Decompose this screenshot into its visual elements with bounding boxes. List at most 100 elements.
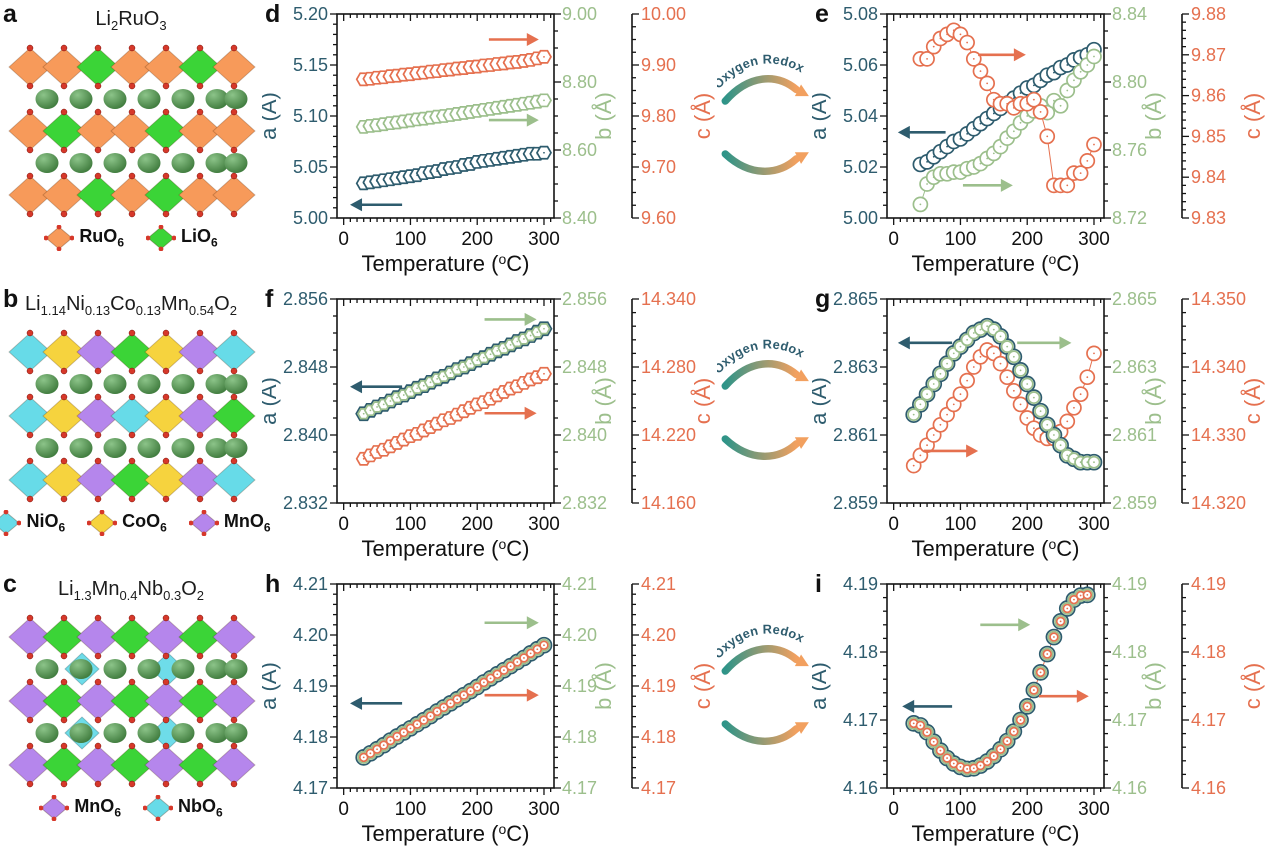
CoO6-swatch-icon bbox=[87, 510, 118, 536]
legend-label: NiO6 bbox=[26, 511, 66, 535]
svg-text:8.84: 8.84 bbox=[1112, 4, 1147, 24]
oxygen-redox-arrows-icon: Oxygen Redox bbox=[717, 336, 809, 460]
svg-text:4.16: 4.16 bbox=[1112, 778, 1147, 798]
legend-li2ruo3: RuO6 LiO6 bbox=[44, 225, 218, 251]
svg-text:14.320: 14.320 bbox=[1191, 493, 1246, 513]
svg-text:c (Å): c (Å) bbox=[1240, 663, 1265, 709]
svg-text:200: 200 bbox=[1011, 799, 1043, 820]
series-c bbox=[905, 342, 1102, 474]
svg-text:4.21: 4.21 bbox=[562, 574, 597, 594]
panel-a-structure: a Li2RuO3 RuO6 LiO6 bbox=[0, 0, 262, 285]
svg-text:14.220: 14.220 bbox=[641, 425, 696, 445]
svg-text:10.00: 10.00 bbox=[641, 4, 686, 24]
svg-text:4.16: 4.16 bbox=[843, 778, 878, 798]
svg-text:4.19: 4.19 bbox=[562, 676, 597, 696]
svg-text:4.19: 4.19 bbox=[1112, 574, 1147, 594]
svg-text:100: 100 bbox=[395, 514, 427, 535]
svg-text:14.280: 14.280 bbox=[641, 357, 696, 377]
legend-item-MnO6: MnO6 bbox=[39, 795, 121, 821]
c-axis-arrow-icon bbox=[484, 406, 537, 420]
series-c bbox=[912, 22, 1102, 194]
svg-text:0: 0 bbox=[338, 514, 349, 535]
panel-c-structure: c Li1.3Mn0.4Nb0.3O2 MnO6 NbO6 bbox=[0, 570, 262, 857]
svg-text:c (Å): c (Å) bbox=[1240, 93, 1265, 139]
panel-letter-d: d bbox=[265, 0, 281, 28]
svg-text:8.40: 8.40 bbox=[562, 208, 597, 228]
svg-text:9.80: 9.80 bbox=[641, 106, 676, 126]
panel-e: e 0 100 200 300 Temperature (oC) 5.00 5.02 5.04… bbox=[812, 0, 1267, 285]
panel-letter-f: f bbox=[265, 285, 274, 313]
svg-text:4.19: 4.19 bbox=[641, 676, 676, 696]
svg-text:4.17: 4.17 bbox=[843, 710, 878, 730]
b-axis-arrow-icon bbox=[484, 616, 539, 630]
svg-text:100: 100 bbox=[395, 799, 427, 820]
oxygen-redox-connector-1: Oxygen Redox bbox=[717, 0, 812, 285]
panel-f: f 0 100 200 300 Temperature (oC) 2.832 2.840 2.… bbox=[262, 285, 717, 570]
a-axis: 4.16 4.17 4.18 4.19 a (Å) bbox=[812, 574, 887, 798]
svg-text:b (Å): b (Å) bbox=[1141, 662, 1166, 710]
svg-text:4.17: 4.17 bbox=[1112, 710, 1147, 730]
svg-text:14.350: 14.350 bbox=[1191, 289, 1246, 309]
c-axis-arrow-icon bbox=[484, 688, 539, 702]
panel-letter-h: h bbox=[265, 570, 281, 598]
RuO6-swatch-icon bbox=[44, 225, 75, 251]
svg-text:4.18: 4.18 bbox=[1112, 642, 1147, 662]
svg-text:9.84: 9.84 bbox=[1191, 167, 1226, 187]
svg-text:100: 100 bbox=[395, 229, 427, 250]
svg-text:4.17: 4.17 bbox=[1191, 710, 1226, 730]
svg-text:4.16: 4.16 bbox=[1191, 778, 1226, 798]
svg-text:200: 200 bbox=[461, 229, 493, 250]
svg-text:9.70: 9.70 bbox=[641, 157, 676, 177]
svg-text:9.85: 9.85 bbox=[1191, 126, 1226, 146]
svg-text:4.18: 4.18 bbox=[293, 727, 328, 747]
legend-label: MnO6 bbox=[223, 511, 271, 535]
b-axis-arrow-icon bbox=[962, 178, 1013, 192]
svg-text:b (Å): b (Å) bbox=[591, 662, 616, 710]
c-axis: 14.320 14.330 14.340 14.350 c (Å) bbox=[1181, 289, 1265, 513]
NiO6-swatch-icon bbox=[0, 510, 22, 536]
svg-text:300: 300 bbox=[528, 514, 560, 535]
panel-h: h 0 100 200 300 Temperature (oC) 4.17 4.18 4.19… bbox=[262, 570, 717, 857]
structure-title-li2ruo3: Li2RuO3 bbox=[95, 8, 167, 33]
svg-text:300: 300 bbox=[528, 799, 560, 820]
series-c bbox=[355, 49, 552, 87]
svg-text:c (Å): c (Å) bbox=[690, 663, 715, 709]
a-axis-arrow-icon bbox=[350, 198, 403, 212]
svg-text:9.90: 9.90 bbox=[641, 55, 676, 75]
oxygen-redox-connector-3: Oxygen Redox bbox=[717, 570, 812, 857]
svg-text:5.20: 5.20 bbox=[293, 4, 328, 24]
svg-text:8.72: 8.72 bbox=[1112, 208, 1147, 228]
octahedra-layer bbox=[8, 614, 256, 660]
svg-text:9.60: 9.60 bbox=[641, 208, 676, 228]
a-axis-arrow-icon bbox=[897, 336, 953, 350]
svg-text:4.17: 4.17 bbox=[641, 778, 676, 798]
svg-text:0: 0 bbox=[888, 229, 899, 250]
svg-text:14.340: 14.340 bbox=[1191, 357, 1246, 377]
svg-text:5.00: 5.00 bbox=[843, 208, 878, 228]
b-axis: 4.16 4.17 4.18 4.19 b (Å) bbox=[1104, 574, 1166, 798]
panel-letter-g: g bbox=[815, 285, 831, 313]
svg-text:5.05: 5.05 bbox=[293, 157, 328, 177]
svg-text:300: 300 bbox=[1078, 514, 1110, 535]
svg-text:5.04: 5.04 bbox=[843, 106, 878, 126]
svg-text:100: 100 bbox=[945, 799, 977, 820]
svg-text:4.17: 4.17 bbox=[293, 778, 328, 798]
b-axis: 2.859 2.861 2.863 2.865 b (Å) bbox=[1104, 289, 1166, 513]
legend-label: RuO6 bbox=[79, 226, 124, 250]
panel-letter-b: b bbox=[3, 285, 19, 313]
svg-text:2.863: 2.863 bbox=[833, 357, 878, 377]
svg-text:9.00: 9.00 bbox=[562, 4, 597, 24]
svg-text:0: 0 bbox=[338, 799, 349, 820]
oxygen-redox-arrows-icon: Oxygen Redox bbox=[717, 51, 809, 175]
svg-text:a (Å): a (Å) bbox=[262, 662, 281, 710]
svg-text:b (Å): b (Å) bbox=[591, 92, 616, 140]
panel-letter-e: e bbox=[815, 0, 829, 28]
li-layer bbox=[35, 716, 248, 750]
svg-text:0: 0 bbox=[888, 514, 899, 535]
svg-text:2.861: 2.861 bbox=[1112, 425, 1157, 445]
svg-text:b (Å): b (Å) bbox=[1141, 377, 1166, 425]
